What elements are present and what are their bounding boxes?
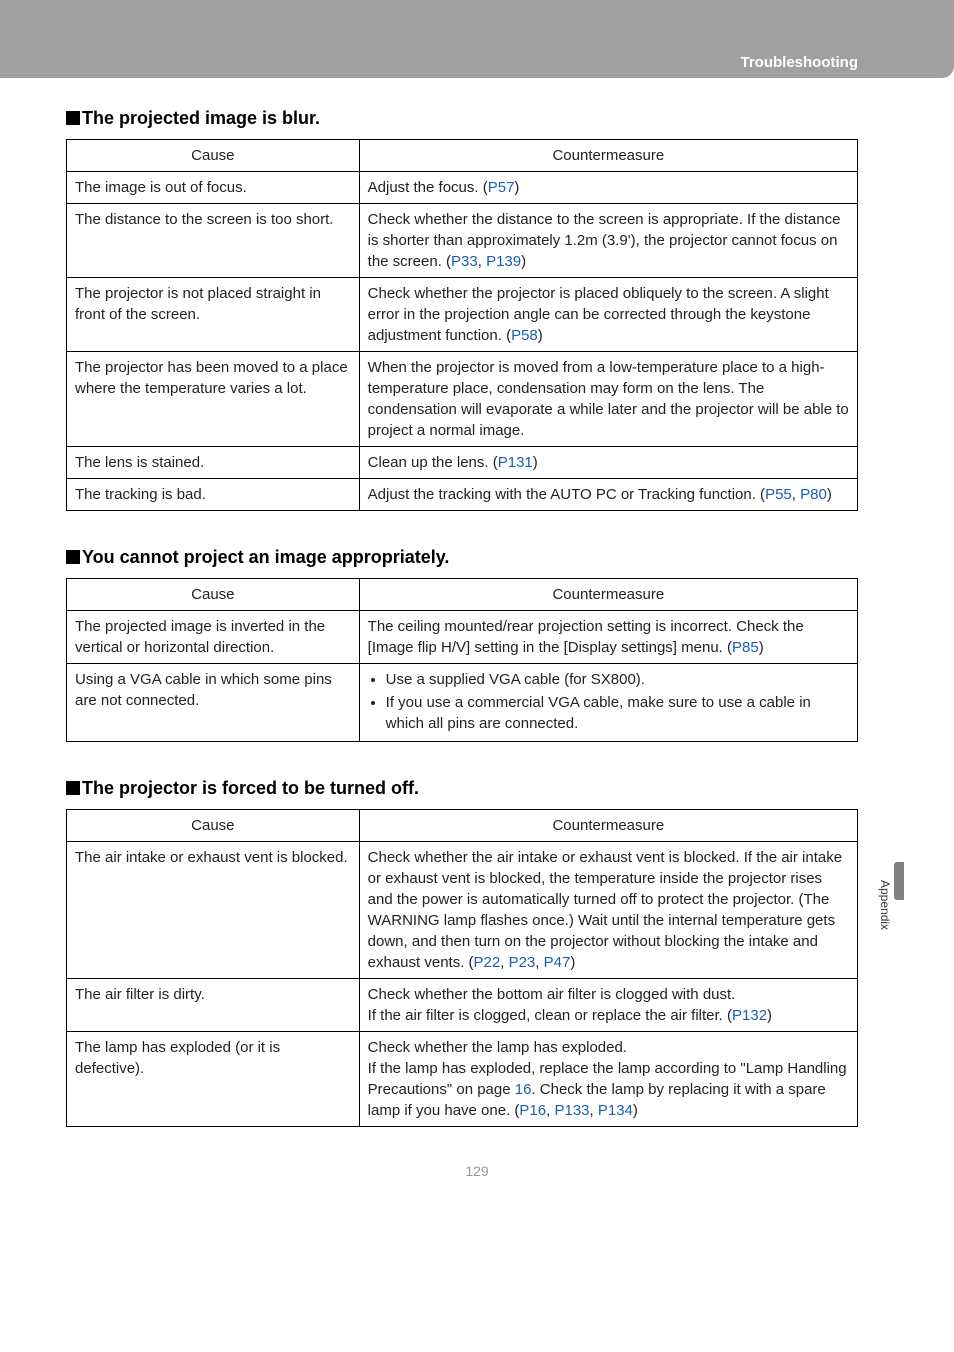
cause-cell: The projector is not placed straight in … (67, 278, 360, 352)
square-bullet-icon (66, 781, 80, 795)
table-row: The distance to the screen is too short.… (67, 204, 858, 278)
table-row: The air intake or exhaust vent is blocke… (67, 842, 858, 979)
cause-cell: The projected image is inverted in the v… (67, 611, 360, 664)
table-row: The projected image is inverted in the v… (67, 611, 858, 664)
troubleshooting-table: CauseCountermeasureThe air intake or exh… (66, 809, 858, 1127)
cause-cell: The air intake or exhaust vent is blocke… (67, 842, 360, 979)
section-heading: The projected image is blur. (66, 108, 858, 129)
side-tab-marker (894, 862, 904, 900)
countermeasure-cell: When the projector is moved from a low-t… (359, 352, 857, 447)
page-reference-link[interactable]: 16 (515, 1081, 532, 1098)
page-reference-link[interactable]: P85 (732, 639, 759, 656)
header-title: Troubleshooting (741, 54, 859, 71)
countermeasure-cell: Use a supplied VGA cable (for SX800).If … (359, 664, 857, 742)
page-reference-link[interactable]: P139 (486, 253, 521, 270)
page-reference-link[interactable]: P58 (511, 327, 538, 344)
column-header: Countermeasure (359, 140, 857, 172)
countermeasure-cell: The ceiling mounted/rear projection sett… (359, 611, 857, 664)
cause-cell: The projector has been moved to a place … (67, 352, 360, 447)
page: Troubleshooting Appendix The projected i… (0, 0, 954, 1199)
page-reference-link[interactable]: P132 (732, 1007, 767, 1024)
page-reference-link[interactable]: P57 (488, 179, 515, 196)
countermeasure-cell: Check whether the air intake or exhaust … (359, 842, 857, 979)
column-header: Cause (67, 810, 360, 842)
column-header: Cause (67, 140, 360, 172)
table-row: The tracking is bad.Adjust the tracking … (67, 479, 858, 511)
section-heading: You cannot project an image appropriatel… (66, 547, 858, 568)
page-reference-link[interactable]: P16 (519, 1102, 546, 1119)
countermeasure-cell: Check whether the projector is placed ob… (359, 278, 857, 352)
table-row: The lamp has exploded (or it is defectiv… (67, 1032, 858, 1127)
page-reference-link[interactable]: P55 (765, 486, 792, 503)
countermeasure-cell: Check whether the distance to the screen… (359, 204, 857, 278)
cause-cell: Using a VGA cable in which some pins are… (67, 664, 360, 742)
countermeasure-cell: Adjust the tracking with the AUTO PC or … (359, 479, 857, 511)
troubleshooting-table: CauseCountermeasureThe image is out of f… (66, 139, 858, 511)
page-reference-link[interactable]: P80 (800, 486, 827, 503)
page-number: 129 (0, 1163, 954, 1199)
list-item: If you use a commercial VGA cable, make … (386, 692, 849, 734)
cause-cell: The lamp has exploded (or it is defectiv… (67, 1032, 360, 1127)
countermeasure-cell: Check whether the bottom air filter is c… (359, 979, 857, 1032)
square-bullet-icon (66, 111, 80, 125)
table-row: Using a VGA cable in which some pins are… (67, 664, 858, 742)
page-reference-link[interactable]: P133 (554, 1102, 589, 1119)
countermeasure-cell: Clean up the lens. (P131) (359, 447, 857, 479)
page-reference-link[interactable]: P134 (598, 1102, 633, 1119)
page-reference-link[interactable]: P23 (509, 954, 536, 971)
cause-cell: The tracking is bad. (67, 479, 360, 511)
page-reference-link[interactable]: P22 (474, 954, 501, 971)
column-header: Countermeasure (359, 579, 857, 611)
table-row: The image is out of focus.Adjust the foc… (67, 172, 858, 204)
countermeasure-cell: Check whether the lamp has exploded.If t… (359, 1032, 857, 1127)
bullet-list: Use a supplied VGA cable (for SX800).If … (368, 669, 849, 734)
header-bar: Troubleshooting (0, 0, 954, 78)
cause-cell: The distance to the screen is too short. (67, 204, 360, 278)
table-row: The air filter is dirty.Check whether th… (67, 979, 858, 1032)
troubleshooting-table: CauseCountermeasureThe projected image i… (66, 578, 858, 742)
list-item: Use a supplied VGA cable (for SX800). (386, 669, 849, 690)
section-heading: The projector is forced to be turned off… (66, 778, 858, 799)
table-row: The projector is not placed straight in … (67, 278, 858, 352)
cause-cell: The image is out of focus. (67, 172, 360, 204)
page-reference-link[interactable]: P33 (451, 253, 478, 270)
cause-cell: The lens is stained. (67, 447, 360, 479)
table-row: The lens is stained.Clean up the lens. (… (67, 447, 858, 479)
column-header: Countermeasure (359, 810, 857, 842)
table-row: The projector has been moved to a place … (67, 352, 858, 447)
page-reference-link[interactable]: P131 (498, 454, 533, 471)
page-reference-link[interactable]: P47 (544, 954, 571, 971)
side-tab-label: Appendix (878, 880, 892, 930)
square-bullet-icon (66, 550, 80, 564)
column-header: Cause (67, 579, 360, 611)
content-area: The projected image is blur.CauseCounter… (0, 78, 954, 1127)
cause-cell: The air filter is dirty. (67, 979, 360, 1032)
countermeasure-cell: Adjust the focus. (P57) (359, 172, 857, 204)
